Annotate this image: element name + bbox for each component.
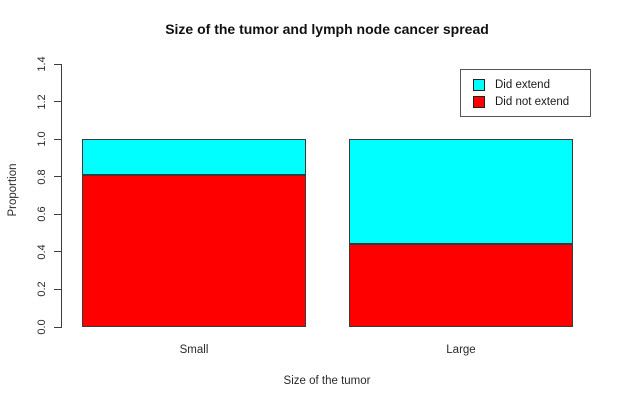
legend-entry: Did not extend <box>473 95 590 109</box>
legend-swatch-icon <box>473 95 485 108</box>
bar-segment-large-did-not-extend <box>349 244 573 327</box>
y-tick-label: 0.4 <box>36 244 48 260</box>
y-tick-mark <box>54 138 61 140</box>
y-tick-label: 0.6 <box>36 206 48 222</box>
bar-segment-small-did-not-extend <box>82 174 306 327</box>
y-tick-label: 1.0 <box>36 131 48 147</box>
x-category-label-small: Small <box>179 344 209 356</box>
bar-segment-large-did-extend <box>349 139 573 245</box>
y-axis-title: Proportion <box>7 163 19 217</box>
legend-label: Did extend <box>495 78 550 91</box>
x-axis-title: Size of the tumor <box>283 375 371 387</box>
y-tick-label: 0.2 <box>36 281 48 298</box>
y-axis-line <box>61 64 62 328</box>
y-tick-mark <box>54 63 61 65</box>
bar-segment-small-did-extend <box>82 139 306 175</box>
legend-box: Did extend Did not extend <box>460 69 591 117</box>
y-tick-mark <box>54 326 61 328</box>
x-category-label-large: Large <box>446 344 476 356</box>
y-tick-label: 1.4 <box>36 56 48 72</box>
legend-label: Did not extend <box>495 95 570 108</box>
chart-title: Size of the tumor and lymph node cancer … <box>165 21 489 37</box>
y-tick-mark <box>54 251 61 253</box>
y-tick-mark <box>54 101 61 103</box>
y-tick-mark <box>54 288 61 290</box>
legend-entry: Did extend <box>473 78 590 92</box>
legend-swatch-icon <box>473 78 485 91</box>
y-tick-mark <box>54 213 61 215</box>
y-tick-label: 0.8 <box>36 169 48 185</box>
y-tick-mark <box>54 176 61 178</box>
y-tick-label: 0.0 <box>36 319 48 335</box>
y-tick-label: 1.2 <box>36 93 48 110</box>
